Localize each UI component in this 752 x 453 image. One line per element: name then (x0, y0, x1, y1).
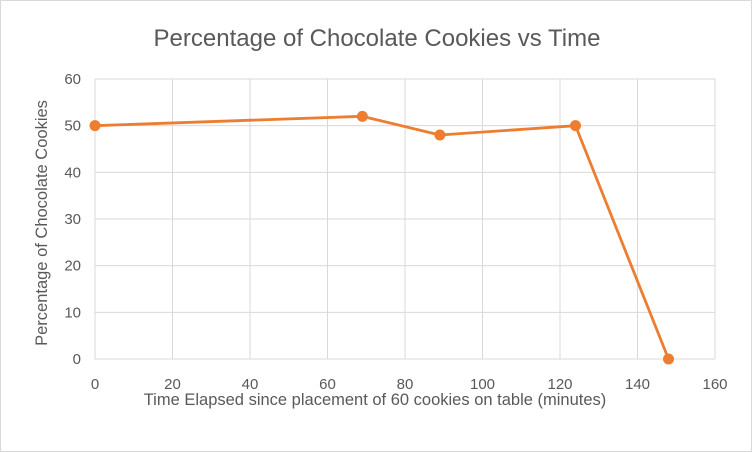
y-tick-label: 10 (64, 304, 81, 321)
x-tick-label: 80 (397, 376, 414, 393)
series-line (94, 114, 670, 360)
x-tick-label: 140 (625, 376, 650, 393)
data-point (434, 129, 446, 141)
y-tick-label: 40 (64, 164, 81, 181)
data-point (570, 120, 581, 132)
y-tick-label: 30 (64, 211, 81, 228)
x-tick-label: 20 (164, 376, 181, 393)
x-tick-label: 120 (547, 376, 572, 393)
y-tick-label: 50 (64, 118, 81, 135)
x-tick-label: 100 (470, 376, 495, 393)
y-tick-label: 60 (64, 71, 81, 88)
x-tick-label: 0 (91, 376, 99, 393)
data-point (663, 353, 674, 365)
data-point (89, 120, 101, 132)
x-tick-label: 160 (702, 376, 727, 393)
y-axis-label: Percentage of Chocolate Cookies (33, 100, 51, 346)
x-tick-label: 60 (319, 376, 336, 393)
y-tick-label: 20 (64, 258, 81, 275)
data-point (356, 110, 368, 122)
x-tick-label: 40 (242, 376, 259, 393)
y-tick-label: 0 (73, 351, 81, 368)
x-axis-label: Time Elapsed since placement of 60 cooki… (144, 391, 607, 409)
chart-title: Percentage of Chocolate Cookies vs Time (154, 25, 601, 52)
